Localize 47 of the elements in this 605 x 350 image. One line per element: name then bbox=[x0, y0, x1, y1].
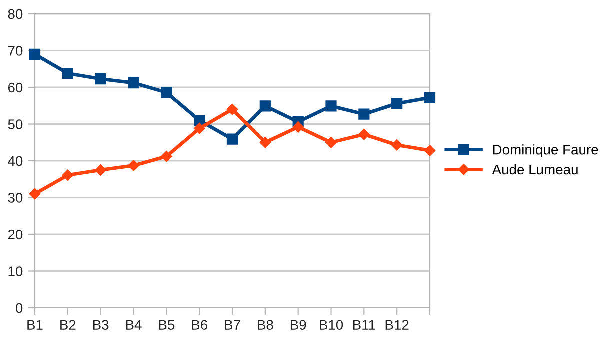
y-tick-label: 40 bbox=[8, 156, 23, 166]
point bbox=[29, 188, 41, 200]
y-tick-label: 60 bbox=[8, 82, 23, 93]
point bbox=[95, 164, 106, 176]
x-tick-label: B5 bbox=[159, 320, 175, 330]
legend-label: Aude Lumeau bbox=[492, 164, 578, 175]
legend-label: Dominique Faure bbox=[493, 144, 598, 158]
point bbox=[424, 145, 436, 156]
point bbox=[226, 104, 238, 116]
y-tick-label: 80 bbox=[8, 9, 23, 20]
x-tick-label: B2 bbox=[60, 320, 76, 330]
point bbox=[226, 134, 238, 145]
y-tick-label: 20 bbox=[8, 230, 23, 240]
point bbox=[62, 68, 74, 80]
x-tick-label: B4 bbox=[126, 320, 142, 330]
point bbox=[358, 108, 370, 120]
y-tick-label: 30 bbox=[8, 193, 23, 203]
y-tick-label: 50 bbox=[8, 120, 23, 130]
y-tick-label: 70 bbox=[8, 46, 23, 56]
point bbox=[391, 140, 403, 151]
x-tick-label: B12 bbox=[386, 320, 409, 330]
point bbox=[260, 137, 272, 148]
point bbox=[326, 137, 337, 148]
point bbox=[128, 160, 140, 172]
point bbox=[161, 150, 172, 162]
point bbox=[194, 123, 206, 134]
point bbox=[29, 48, 41, 60]
point bbox=[292, 122, 304, 133]
y-tick-label: 10 bbox=[8, 266, 23, 276]
y-tick-label: 0 bbox=[16, 303, 23, 314]
point bbox=[161, 87, 172, 98]
point bbox=[95, 73, 106, 85]
x-tick-label: B8 bbox=[258, 320, 274, 330]
point bbox=[424, 92, 436, 104]
point bbox=[392, 98, 403, 110]
point bbox=[128, 78, 140, 89]
x-tick-label: B3 bbox=[93, 320, 109, 330]
x-tick-label: B10 bbox=[320, 320, 344, 330]
x-tick-label: B7 bbox=[225, 320, 240, 330]
x-tick-label: B1 bbox=[28, 320, 43, 330]
point bbox=[326, 100, 337, 112]
point bbox=[62, 170, 74, 181]
point bbox=[358, 128, 370, 140]
x-tick-label: B9 bbox=[290, 320, 306, 330]
x-tick-label: B11 bbox=[353, 320, 376, 330]
point bbox=[260, 100, 271, 112]
x-tick-label: B6 bbox=[192, 320, 208, 330]
